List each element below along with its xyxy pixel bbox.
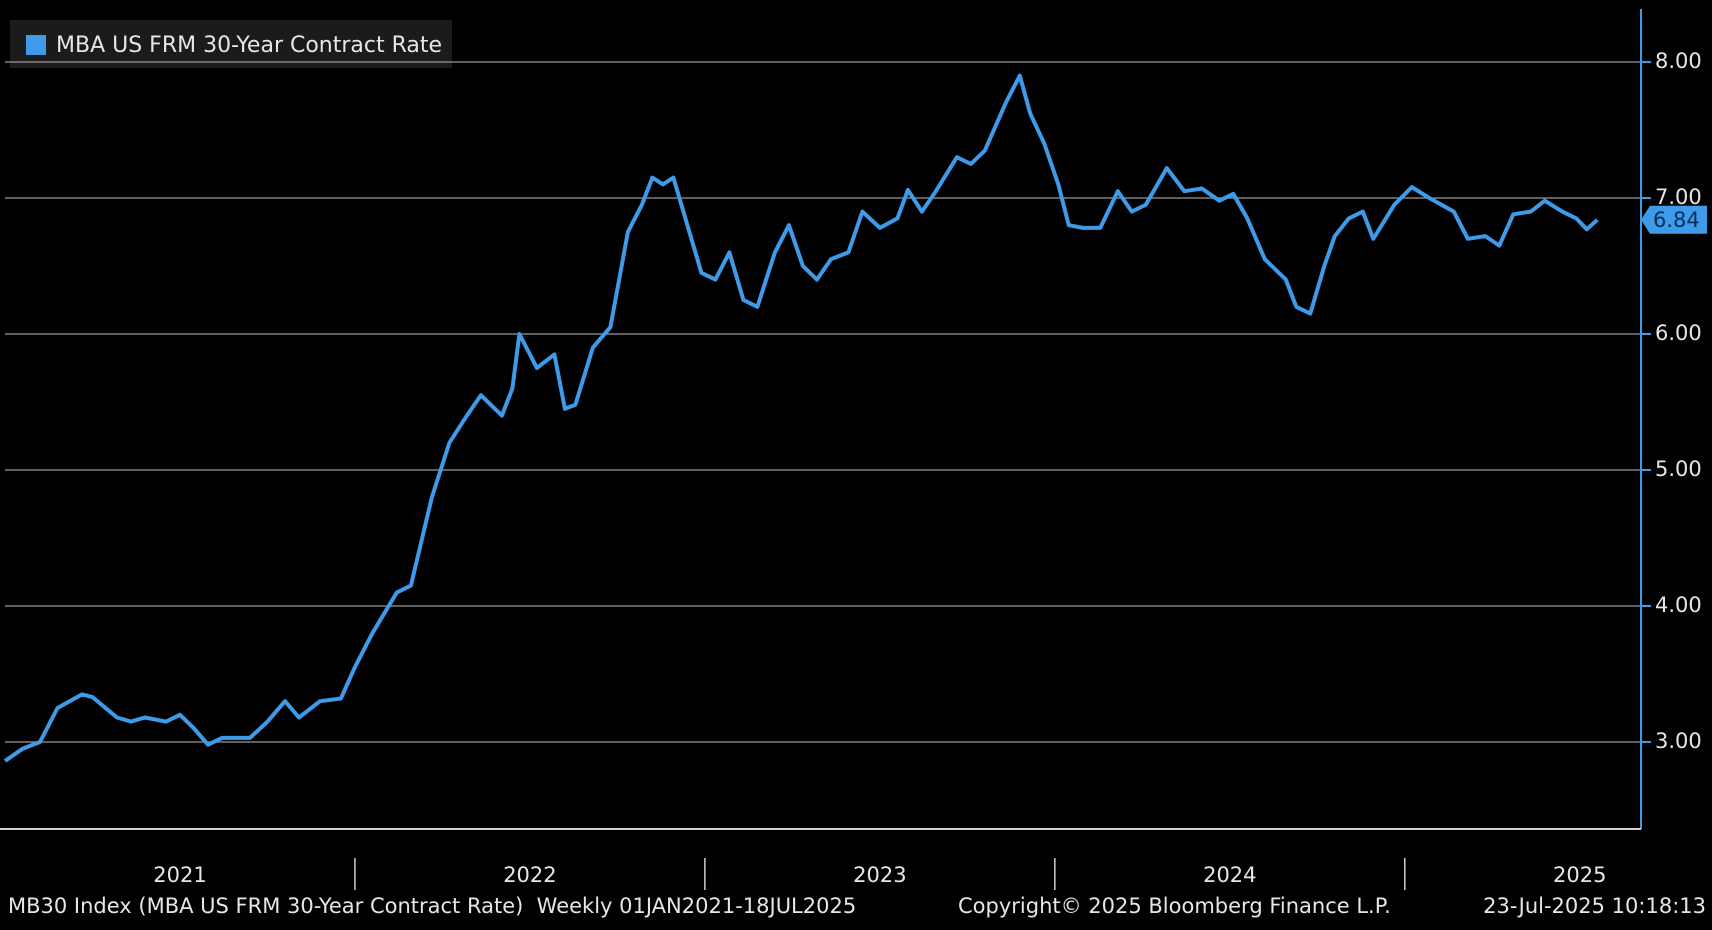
footer-left: MB30 Index (MBA US FRM 30-Year Contract … [8, 894, 856, 918]
last-value-tag [1641, 205, 1707, 234]
y-tick-label: 4.00 [1655, 593, 1702, 617]
last-value-label: 6.84 [1653, 208, 1700, 232]
y-tick-label: 8.00 [1655, 49, 1702, 73]
x-tick-label: 2024 [1203, 863, 1256, 887]
x-tick-label: 2023 [853, 863, 906, 887]
legend-label: MBA US FRM 30-Year Contract Rate [56, 33, 442, 58]
legend-box [10, 20, 452, 68]
x-tick-label: 2021 [153, 863, 206, 887]
y-tick-label: 7.00 [1655, 185, 1702, 209]
footer-center: Copyright© 2025 Bloomberg Finance L.P. [958, 894, 1391, 918]
y-tick-label: 5.00 [1655, 457, 1702, 481]
legend-swatch [26, 35, 46, 55]
x-tick-label: 2025 [1553, 863, 1606, 887]
y-tick-label: 6.00 [1655, 321, 1702, 345]
y-tick-label: 3.00 [1655, 729, 1702, 753]
footer-right: 23-Jul-2025 10:18:13 [1483, 894, 1706, 918]
x-tick-label: 2022 [503, 863, 556, 887]
series-line [3, 73, 1599, 763]
